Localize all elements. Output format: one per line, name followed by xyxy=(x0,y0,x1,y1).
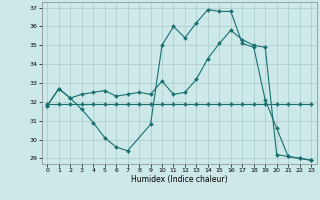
X-axis label: Humidex (Indice chaleur): Humidex (Indice chaleur) xyxy=(131,175,228,184)
